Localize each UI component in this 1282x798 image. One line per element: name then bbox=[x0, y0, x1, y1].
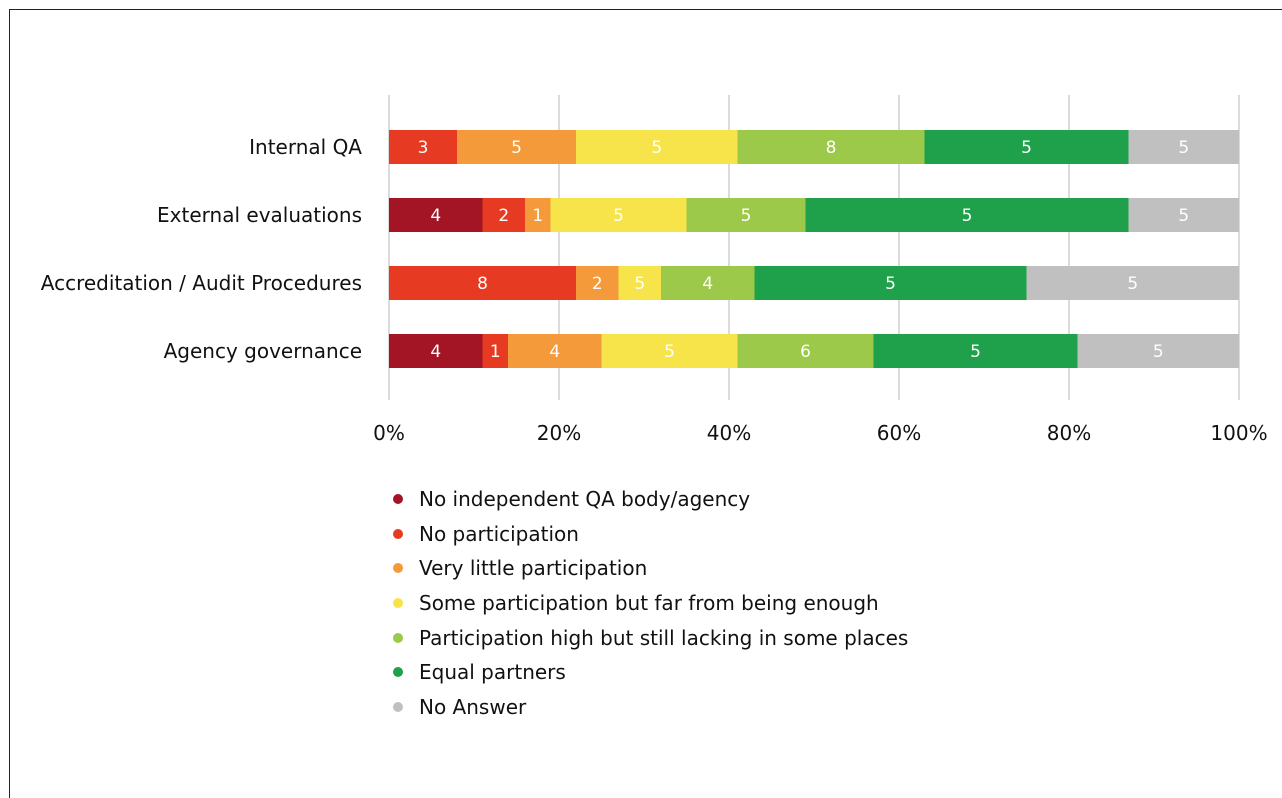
data-label: 4 bbox=[702, 274, 713, 294]
data-label: 5 bbox=[1021, 138, 1032, 158]
legend-label: Participation high but still lacking in … bbox=[419, 625, 909, 650]
bar-segment bbox=[576, 266, 619, 300]
data-label: 4 bbox=[430, 342, 441, 362]
legend-item: Equal partners bbox=[393, 655, 908, 690]
data-label: 4 bbox=[549, 342, 560, 362]
x-tick-label: 80% bbox=[1047, 421, 1091, 445]
data-label: 5 bbox=[1153, 342, 1164, 362]
legend-swatch bbox=[393, 528, 403, 539]
legend-swatch bbox=[393, 632, 403, 643]
data-label: 2 bbox=[498, 206, 509, 226]
data-label: 1 bbox=[490, 342, 501, 362]
bar-segment bbox=[601, 334, 738, 368]
x-tick-labels: 0% 20% 40% 60% 80% 100% bbox=[373, 421, 1267, 445]
legend-label: Very little participation bbox=[419, 556, 648, 581]
stacked-bar-chart: 3 5 5 8 5 5 4 2 1 5 5 5 5 8 2 5 4 5 5 4 1 4 5 6 5 5 Internal QA Ex… bbox=[41, 95, 1268, 445]
data-label: 5 bbox=[511, 138, 522, 158]
category-label: Agency governance bbox=[164, 339, 362, 363]
bar-segment bbox=[661, 266, 755, 300]
legend-swatch bbox=[393, 494, 403, 505]
legend-item: Participation high but still lacking in … bbox=[393, 620, 908, 655]
bar-segment bbox=[924, 130, 1129, 164]
legend-item: No participation bbox=[393, 517, 908, 552]
data-label: 5 bbox=[741, 206, 752, 226]
legend-swatch bbox=[393, 563, 403, 574]
legend-swatch bbox=[393, 667, 403, 678]
bar-segment bbox=[550, 198, 687, 232]
data-label: 5 bbox=[962, 206, 973, 226]
category-label: Accreditation / Audit Procedures bbox=[41, 271, 362, 295]
legend-label: Equal partners bbox=[419, 660, 566, 685]
legend-item: No Answer bbox=[393, 690, 908, 725]
data-label: 5 bbox=[613, 206, 624, 226]
legend-label: No independent QA body/agency bbox=[419, 487, 751, 512]
legend-item: No independent QA body/agency bbox=[393, 482, 908, 517]
bar-segment bbox=[482, 334, 508, 368]
bar-segment bbox=[1026, 266, 1239, 300]
legend-item: Very little participation bbox=[393, 551, 908, 586]
data-label: 1 bbox=[532, 206, 543, 226]
bar-segment bbox=[737, 334, 874, 368]
data-label: 5 bbox=[651, 138, 662, 158]
bar-segment bbox=[576, 130, 738, 164]
x-tick-label: 40% bbox=[707, 421, 751, 445]
x-tick-label: 60% bbox=[877, 421, 921, 445]
bar-segment bbox=[389, 266, 576, 300]
data-label: 5 bbox=[1127, 274, 1138, 294]
bar-segment bbox=[737, 130, 925, 164]
data-label: 3 bbox=[418, 138, 429, 158]
x-tick-label: 0% bbox=[373, 421, 405, 445]
chart-frame bbox=[9, 9, 1282, 798]
bar-segment bbox=[525, 198, 551, 232]
legend-item: Some participation but far from being en… bbox=[393, 586, 908, 621]
legend-swatch bbox=[393, 598, 403, 609]
data-label: 2 bbox=[592, 274, 603, 294]
data-label: 4 bbox=[430, 206, 441, 226]
legend-label: No Answer bbox=[419, 694, 527, 719]
bar-segment bbox=[389, 130, 457, 164]
bar-segment bbox=[873, 334, 1078, 368]
data-label: 5 bbox=[664, 342, 675, 362]
data-label: 5 bbox=[970, 342, 981, 362]
category-labels: Internal QA External evaluations Accredita… bbox=[41, 135, 363, 363]
data-label: 6 bbox=[800, 342, 811, 362]
legend-swatch bbox=[393, 701, 403, 712]
bar-segment bbox=[805, 198, 1129, 232]
legend: No independent QA body/agency No particip… bbox=[393, 482, 908, 724]
x-tick-label: 20% bbox=[537, 421, 581, 445]
data-label: 5 bbox=[1178, 206, 1189, 226]
bar-segment bbox=[389, 334, 483, 368]
bar-segment bbox=[686, 198, 806, 232]
bar-segment bbox=[508, 334, 602, 368]
legend-label: Some participation but far from being en… bbox=[419, 591, 879, 616]
bar-segment bbox=[1128, 130, 1239, 164]
bar-segment bbox=[1128, 198, 1239, 232]
category-label: External evaluations bbox=[157, 203, 362, 227]
data-label: 8 bbox=[477, 274, 488, 294]
bar-segment bbox=[1077, 334, 1239, 368]
bar-segment bbox=[618, 266, 661, 300]
bar-segment bbox=[457, 130, 576, 164]
bars: 3 5 5 8 5 5 4 2 1 5 5 5 5 8 2 5 4 5 5 4 1 4 5 6 5 5 bbox=[389, 130, 1239, 368]
data-label: 5 bbox=[885, 274, 896, 294]
data-label: 5 bbox=[634, 274, 645, 294]
bar-segment bbox=[482, 198, 525, 232]
bar-segment bbox=[754, 266, 1027, 300]
category-label: Internal QA bbox=[249, 135, 362, 159]
data-label: 8 bbox=[826, 138, 837, 158]
x-tick-label: 100% bbox=[1210, 421, 1267, 445]
data-label: 5 bbox=[1178, 138, 1189, 158]
bar-segment bbox=[389, 198, 483, 232]
legend-label: No participation bbox=[419, 521, 579, 546]
